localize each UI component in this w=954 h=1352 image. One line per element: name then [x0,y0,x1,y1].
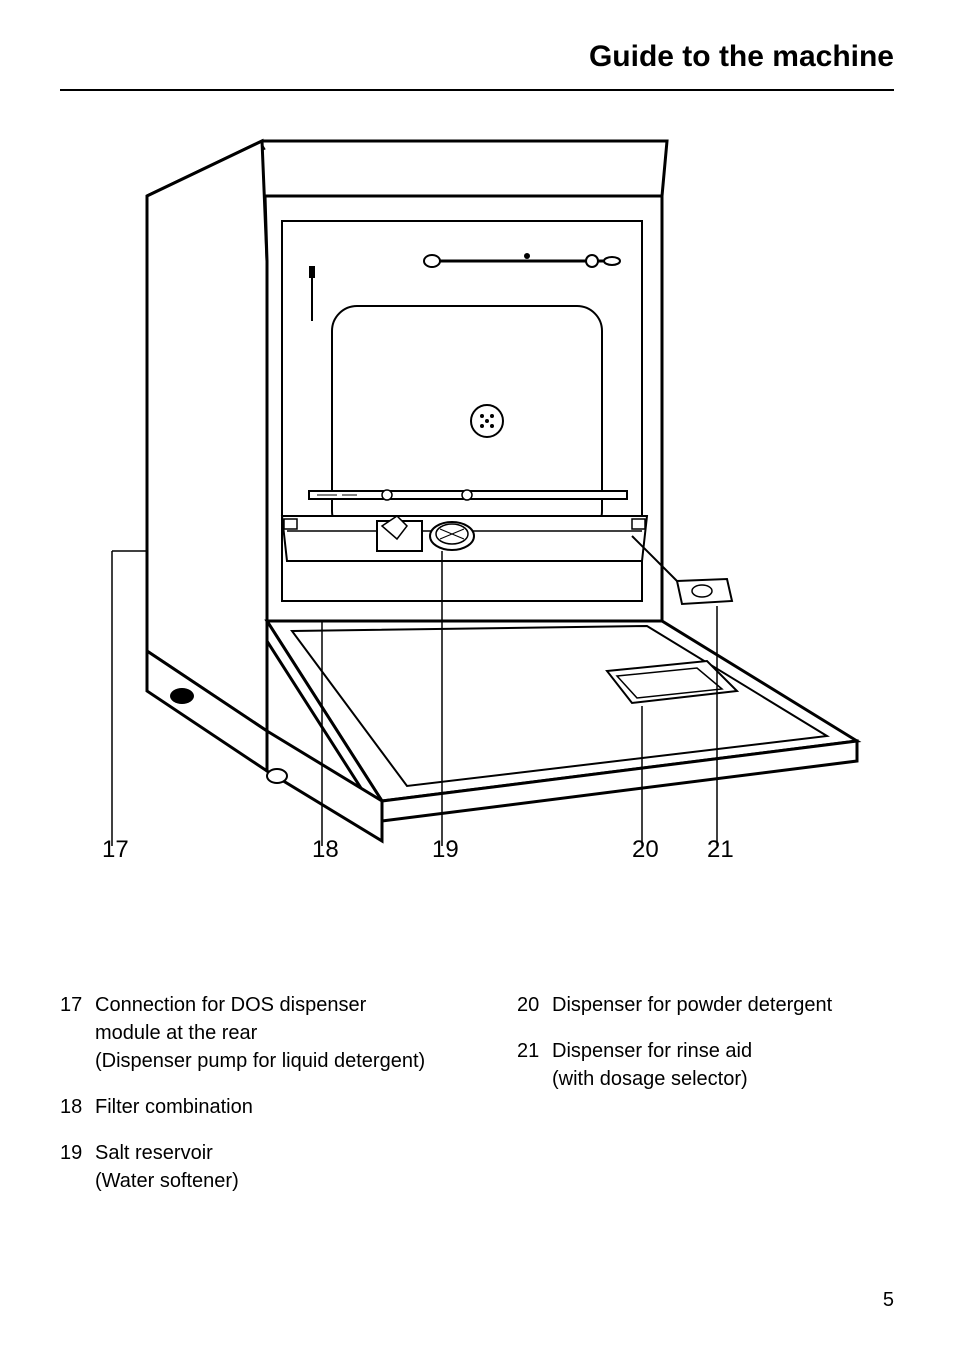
legend-item: 20 Dispenser for powder detergent [517,991,894,1019]
legend-item-number: 17 [60,991,95,1075]
legend-item-text: Connection for DOS dispenser module at t… [95,991,437,1075]
legend-item-number: 20 [517,991,552,1019]
legend-item-number: 21 [517,1037,552,1093]
legend-item-text: Salt reservoir(Water softener) [95,1139,437,1195]
page-title: Guide to the machine [60,40,894,74]
legend-item-text: Dispenser for powder detergent [552,991,894,1019]
page-container: Guide to the machine [0,0,954,1352]
callout-18: 18 [312,836,339,864]
legend-left-column: 17 Connection for DOS dispenser module a… [60,991,437,1213]
legend-item: 18 Filter combination [60,1093,437,1121]
diagram-container: 17 18 19 20 21 [87,121,867,901]
legend-item: 17 Connection for DOS dispenser module a… [60,991,437,1075]
callout-19: 19 [432,836,459,864]
legend-item: 21 Dispenser for rinse aid(with dosage s… [517,1037,894,1093]
callout-17: 17 [102,836,129,864]
page-number: 5 [883,1289,894,1312]
legend-item-number: 18 [60,1093,95,1121]
page-header: Guide to the machine [60,40,894,91]
legend-item-text: Dispenser for rinse aid(with dosage sele… [552,1037,894,1093]
legend-item-number: 19 [60,1139,95,1195]
legend-container: 17 Connection for DOS dispenser module a… [60,991,894,1213]
dishwasher-diagram [87,121,867,901]
callout-20: 20 [632,836,659,864]
legend-item: 19 Salt reservoir(Water softener) [60,1139,437,1195]
legend-item-text: Filter combination [95,1093,437,1121]
callout-21: 21 [707,836,734,864]
legend-right-column: 20 Dispenser for powder detergent 21 Dis… [517,991,894,1213]
